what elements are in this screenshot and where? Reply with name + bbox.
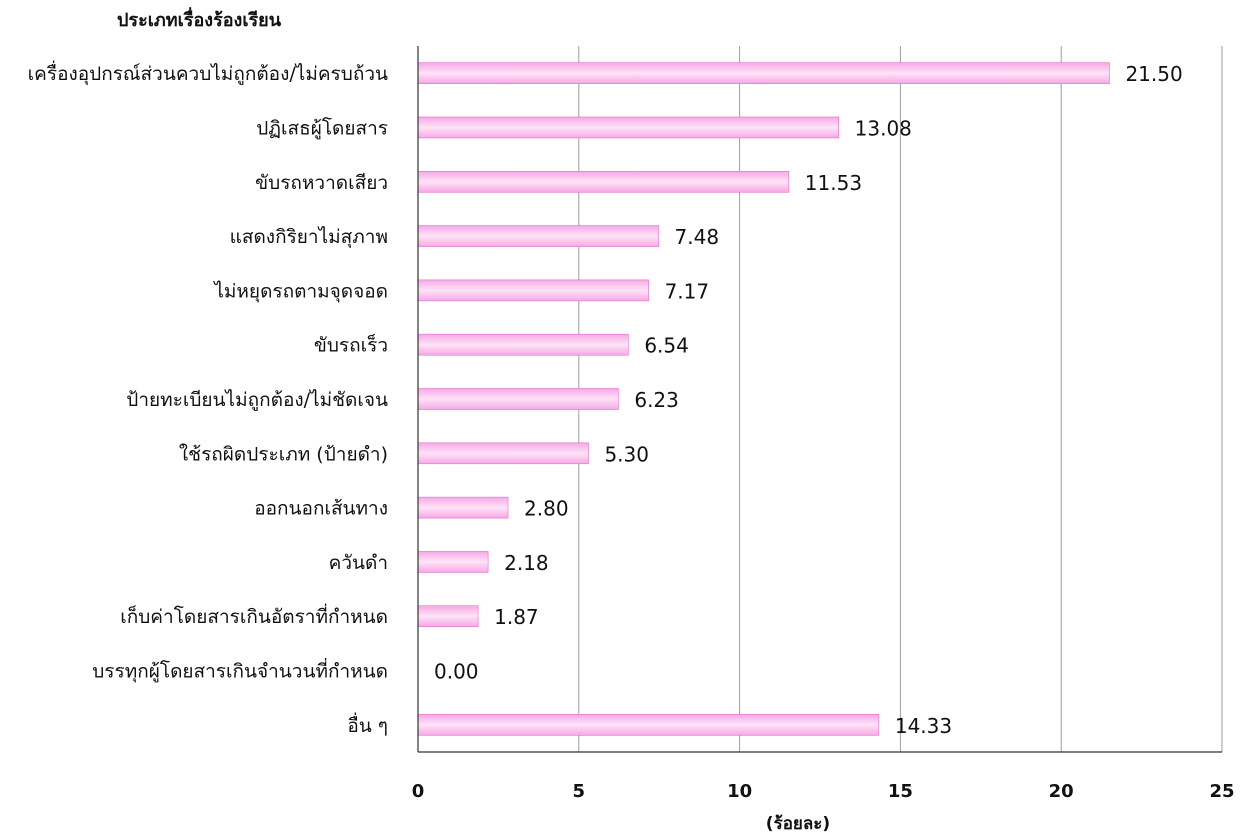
x-tick-label: 5 <box>573 781 586 802</box>
x-tick-label: 10 <box>727 781 752 802</box>
x-tick-label: 0 <box>412 781 425 802</box>
category-label: ควันดำ <box>329 552 388 574</box>
category-label: ใช้รถผิดประเภท (ป้ายดำ) <box>179 443 388 465</box>
value-label: 11.53 <box>805 171 862 195</box>
bar <box>417 333 629 356</box>
value-label: 13.08 <box>855 116 912 140</box>
value-label: 1.87 <box>494 605 539 629</box>
category-label: อื่น ๆ <box>347 712 388 737</box>
bar <box>417 605 479 628</box>
value-label: 6.23 <box>634 388 679 412</box>
category-label: ปฏิเสธผู้โดยสาร <box>256 116 388 139</box>
bar <box>417 388 619 410</box>
x-axis-title: (ร้อยละ) <box>766 814 830 834</box>
bar <box>417 116 839 139</box>
chart-title: ประเภทเรื่องร้องเรียน <box>117 7 282 31</box>
bar <box>417 279 649 302</box>
category-label: ขับรถหวาดเสียว <box>255 172 388 194</box>
value-label: 2.80 <box>524 497 569 521</box>
value-label: 7.17 <box>665 279 710 303</box>
x-tick-label: 25 <box>1209 781 1234 802</box>
category-label: แสดงกิริยาไม่สุภาพ <box>230 226 388 249</box>
bar <box>417 62 1110 84</box>
x-tick-label: 15 <box>888 781 913 802</box>
bar <box>417 225 659 247</box>
value-label: 5.30 <box>604 442 649 466</box>
value-label: 21.50 <box>1125 62 1182 86</box>
category-label: เครื่องอุปกรณ์ส่วนควบไม่ถูกต้อง/ไม่ครบถ้… <box>28 60 388 86</box>
bar <box>417 442 589 465</box>
category-label: ป้ายทะเบียนไม่ถูกต้อง/ไม่ชัดเจน <box>126 389 388 411</box>
category-label: ไม่หยุดรถตามจุดจอด <box>212 280 388 303</box>
category-labels: เครื่องอุปกรณ์ส่วนควบไม่ถูกต้อง/ไม่ครบถ้… <box>28 60 388 737</box>
category-label: ออกนอกเส้นทาง <box>254 498 388 520</box>
value-label: 7.48 <box>675 225 720 249</box>
x-tick-labels: 0 5 10 15 20 25 <box>412 781 1235 802</box>
value-label: 0.00 <box>434 660 479 684</box>
value-label: 6.54 <box>644 334 689 358</box>
axes <box>417 46 1222 753</box>
x-tick-label: 20 <box>1049 781 1074 802</box>
category-label: เก็บค่าโดยสารเกินอัตราที่กำหนด <box>120 603 388 628</box>
value-label: 2.18 <box>504 551 549 575</box>
value-label: 14.33 <box>895 714 952 738</box>
bar <box>417 496 509 519</box>
bars <box>417 62 1110 736</box>
category-label: ขับรถเร็ว <box>314 333 388 357</box>
category-label: บรรทุกผู้โดยสารเกินจำนวนที่กำหนด <box>92 658 388 684</box>
gridlines <box>578 46 1223 752</box>
bar <box>417 714 880 736</box>
value-labels: 21.50 13.08 11.53 7.48 7.17 6.54 6.23 5.30 2.80 2… <box>434 62 1183 738</box>
bar <box>417 170 790 193</box>
bar <box>417 551 489 573</box>
